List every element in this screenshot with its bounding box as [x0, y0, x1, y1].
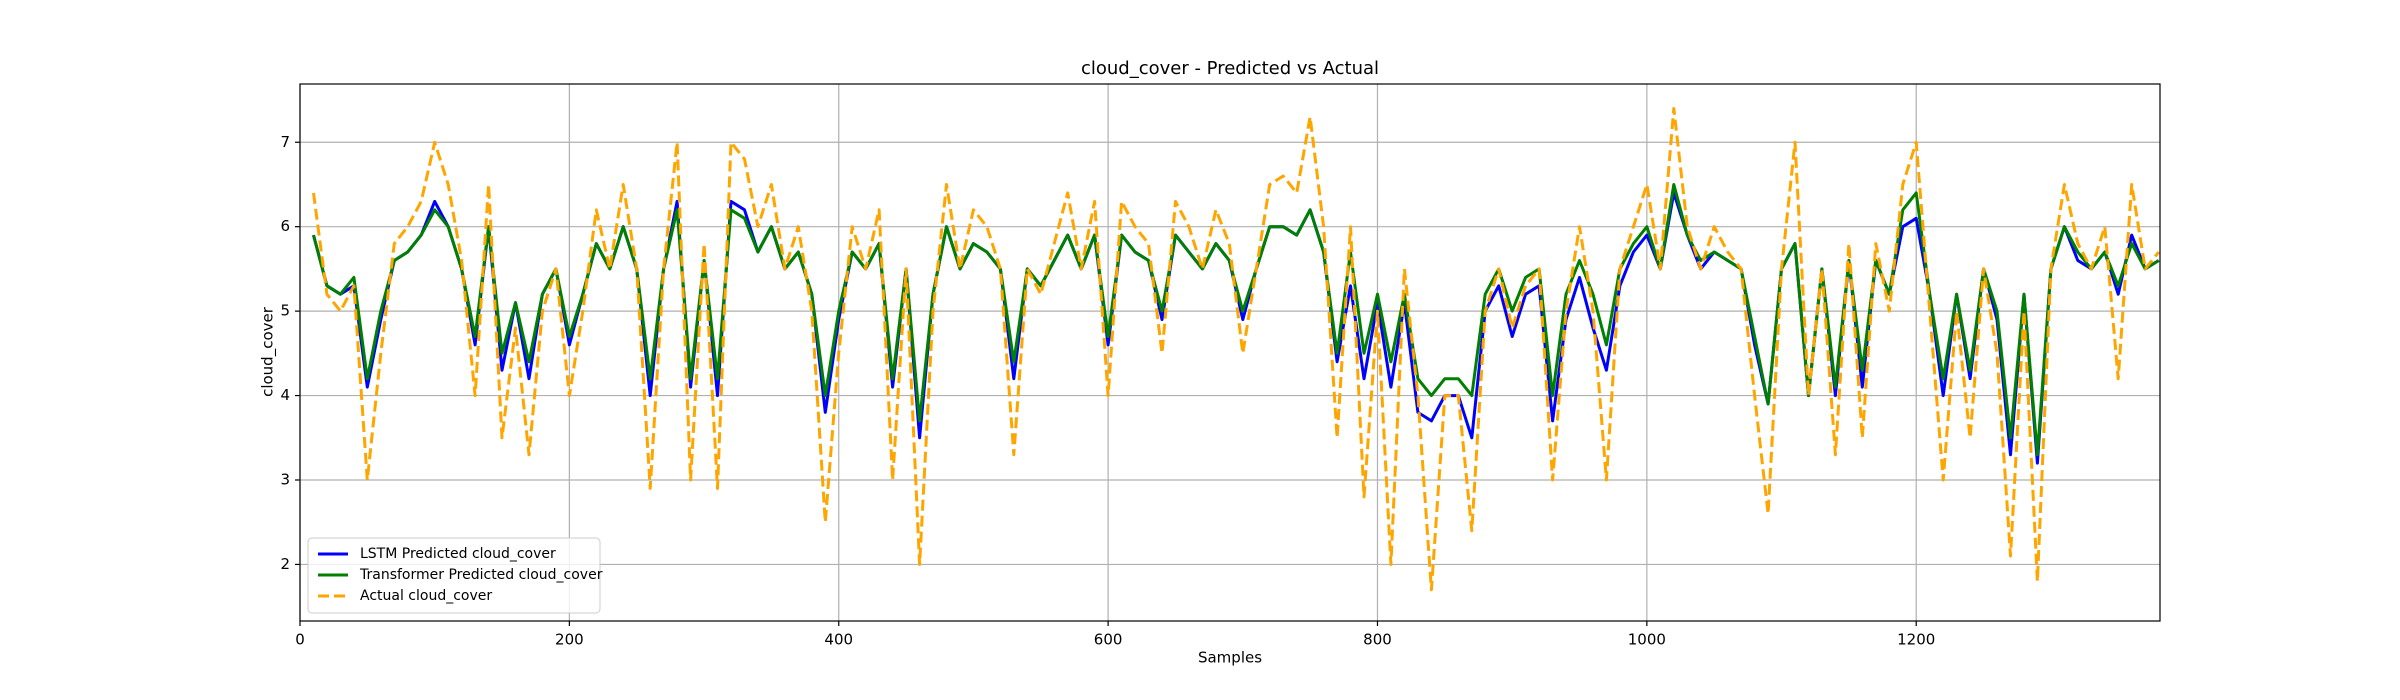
data-line: [312, 191, 2160, 465]
x-tick-label: 0: [295, 631, 305, 649]
data-line: [312, 107, 2160, 592]
x-tick-label: 800: [1363, 631, 1392, 649]
y-tick-label: 6: [280, 217, 290, 235]
chart-title: cloud_cover - Predicted vs Actual: [1081, 58, 1379, 79]
x-tick-label: 200: [555, 631, 584, 649]
y-tick-label: 4: [280, 386, 290, 404]
x-tick-label: 1000: [1628, 631, 1666, 649]
y-tick-label: 7: [280, 133, 290, 151]
plot-frame: [299, 83, 2161, 622]
legend-label: Actual cloud_cover: [360, 588, 492, 604]
y-tick-label: 2: [280, 555, 290, 573]
x-tick-label: 600: [1094, 631, 1123, 649]
data-line: [312, 183, 2160, 457]
legend-label: Transformer Predicted cloud_cover: [359, 567, 603, 583]
x-tick-label: 400: [824, 631, 853, 649]
x-axis-label: Samples: [1198, 649, 1262, 667]
legend-box: [307, 537, 601, 614]
y-tick-label: 3: [280, 470, 290, 488]
legend-label: LSTM Predicted cloud_cover: [360, 546, 556, 562]
y-tick-label: 5: [280, 302, 290, 320]
legend: LSTM Predicted cloud_cover Transformer Pr…: [307, 537, 603, 614]
y-axis-label: cloud_cover: [259, 306, 278, 397]
x-tick-label: 1200: [1897, 631, 1935, 649]
